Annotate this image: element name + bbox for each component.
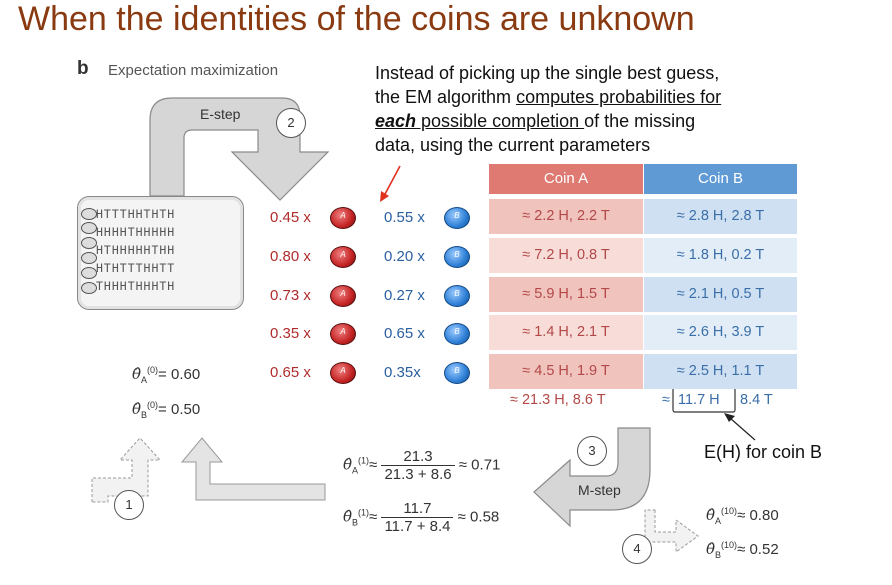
coin-a-icon: A bbox=[330, 285, 356, 307]
sequence-1: HTTTHHTHTH bbox=[96, 207, 176, 221]
total-coin-a: ≈ 21.3 H, 8.6 T bbox=[510, 392, 606, 408]
table-header-coin-a: Coin A bbox=[489, 164, 643, 194]
total-coin-b-approx: ≈ bbox=[662, 392, 670, 408]
coin-b-icon: B bbox=[444, 207, 470, 229]
eh-label: E(H) for coin B bbox=[704, 442, 823, 462]
callout-pointer-icon bbox=[383, 165, 401, 197]
table-cell-a-4: ≈ 1.4 H, 2.1 T bbox=[489, 315, 643, 350]
coin-a-icon: A bbox=[330, 323, 356, 345]
theta-b-final: θ̂B(10)≈ 0.52 bbox=[706, 540, 779, 560]
step1-arrow-icon bbox=[91, 437, 162, 503]
panel-letter: b bbox=[77, 58, 89, 79]
prob-b-2: 0.20 x bbox=[384, 248, 425, 265]
prob-a-5: 0.65 x bbox=[270, 364, 311, 381]
theta-a-update: θ̂A(1)≈ 21.3 21.3 + 8.6 ≈ 0.71 bbox=[343, 448, 501, 483]
table-header-coin-b: Coin B bbox=[644, 164, 797, 194]
table-cell-a-2: ≈ 7.2 H, 0.8 T bbox=[489, 238, 643, 273]
coin-stack-icon bbox=[81, 237, 97, 249]
prob-a-3: 0.73 x bbox=[270, 287, 311, 304]
table-cell-a-5: ≈ 4.5 H, 1.9 T bbox=[489, 354, 643, 389]
table-cell-a-1: ≈ 2.2 H, 2.2 T bbox=[489, 199, 643, 234]
table-cell-a-3: ≈ 5.9 H, 1.5 T bbox=[489, 277, 643, 312]
estep-label: E-step bbox=[200, 106, 241, 122]
total-coin-b-heads: 11.7 H bbox=[678, 392, 720, 408]
step-number-2: 2 bbox=[276, 108, 306, 138]
prob-b-1: 0.55 x bbox=[384, 209, 425, 226]
return-arrow-icon bbox=[180, 437, 326, 501]
step-number-1: 1 bbox=[114, 490, 144, 520]
sequence-2: HHHHTHHHHH bbox=[96, 225, 176, 239]
coin-b-icon: B bbox=[444, 362, 470, 384]
mstep-arrow-icon bbox=[533, 427, 651, 528]
theta-b-initial: θ̂B(0)= 0.50 bbox=[132, 400, 201, 420]
sequence-3: HTHHHHHTHH bbox=[96, 243, 176, 257]
table-cell-b-3: ≈ 2.1 H, 0.5 T bbox=[644, 277, 797, 312]
prob-a-2: 0.80 x bbox=[270, 248, 311, 265]
theta-a-final: θ̂A(10)≈ 0.80 bbox=[706, 506, 779, 526]
callout-text: Instead of picking up the single best gu… bbox=[375, 63, 722, 155]
coin-b-icon: B bbox=[444, 323, 470, 345]
sequence-5: THHHTHHHTH bbox=[96, 279, 176, 293]
theta-a-initial: θ̂A(0)= 0.60 bbox=[132, 365, 201, 385]
panel-name: Expectation maximization bbox=[108, 62, 279, 79]
coin-stack-icon bbox=[81, 282, 97, 294]
coin-b-icon: B bbox=[444, 285, 470, 307]
sequence-4: HTHTTTHHTT bbox=[96, 261, 176, 275]
coin-b-icon: B bbox=[444, 246, 470, 268]
prob-b-5: 0.35x bbox=[384, 364, 421, 381]
coin-stack-icon bbox=[81, 267, 97, 279]
prob-b-3: 0.27 x bbox=[384, 287, 425, 304]
slide-title: When the identities of the coins are unk… bbox=[18, 0, 695, 38]
prob-a-4: 0.35 x bbox=[270, 325, 311, 342]
coin-stack-icon bbox=[81, 222, 97, 234]
table-cell-b-4: ≈ 2.6 H, 3.9 T bbox=[644, 315, 797, 350]
step-number-3: 3 bbox=[577, 436, 607, 466]
coin-stack-icon bbox=[81, 208, 97, 220]
theta-b-update: θ̂B(1)≈ 11.7 11.7 + 8.4 ≈ 0.58 bbox=[343, 500, 500, 535]
step4-arrow-icon bbox=[644, 509, 699, 553]
mstep-label: M-step bbox=[578, 482, 621, 498]
eh-pointer-icon bbox=[729, 417, 756, 441]
coin-a-icon: A bbox=[330, 207, 356, 229]
coin-stack-icon bbox=[81, 252, 97, 264]
coin-a-icon: A bbox=[330, 246, 356, 268]
sequence-box: HTTTHHTHTH HHHHTHHHHH HTHHHHHTHH HTHTTTH… bbox=[77, 196, 244, 310]
table-cell-b-1: ≈ 2.8 H, 2.8 T bbox=[644, 199, 797, 234]
coin-a-icon: A bbox=[330, 362, 356, 384]
step-number-4: 4 bbox=[622, 534, 652, 564]
table-cell-b-5: ≈ 2.5 H, 1.1 T bbox=[644, 354, 797, 389]
table-cell-b-2: ≈ 1.8 H, 0.2 T bbox=[644, 238, 797, 273]
prob-a-1: 0.45 x bbox=[270, 209, 311, 226]
prob-b-4: 0.65 x bbox=[384, 325, 425, 342]
total-coin-b-tails: 8.4 T bbox=[740, 392, 773, 408]
